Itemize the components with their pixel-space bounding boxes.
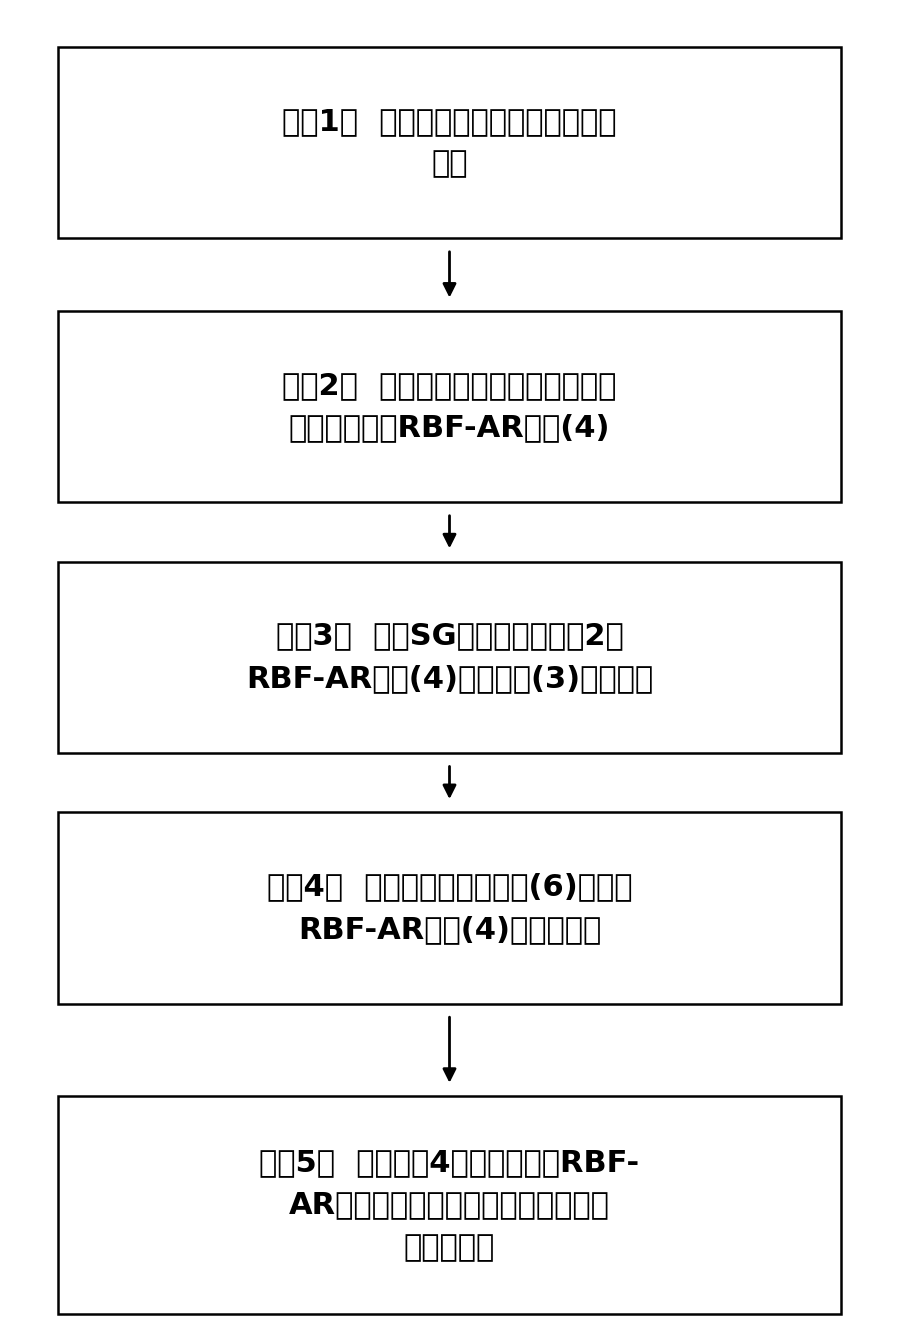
Text: 步骤4：  采用最小信息量准则(6)来选择
RBF-AR模型(4)的最优阶次: 步骤4： 采用最小信息量准则(6)来选择 RBF-AR模型(4)的最优阶次: [267, 872, 632, 944]
Text: 步骤5：  采用步骤4中最终选择的RBF-
AR模型对电力系统负荷总功率进行在
线实时预测: 步骤5： 采用步骤4中最终选择的RBF- AR模型对电力系统负荷总功率进行在 线…: [260, 1147, 639, 1263]
Text: 步骤1：  采集电力系统的负荷总功率数
据集: 步骤1： 采集电力系统的负荷总功率数 据集: [282, 106, 617, 179]
Bar: [58, 813, 841, 1004]
Bar: [58, 46, 841, 239]
Text: 步骤3：  采用SG优化算法对步骤2中
RBF-AR模型(4)的参数集(3)进行优化: 步骤3： 采用SG优化算法对步骤2中 RBF-AR模型(4)的参数集(3)进行优…: [246, 622, 653, 693]
Bar: [58, 1096, 841, 1313]
Bar: [58, 311, 841, 502]
Text: 步骤2：  设计用于对电力系统负荷总功
率进行预测的RBF-AR模型(4): 步骤2： 设计用于对电力系统负荷总功 率进行预测的RBF-AR模型(4): [282, 371, 617, 442]
Bar: [58, 562, 841, 753]
